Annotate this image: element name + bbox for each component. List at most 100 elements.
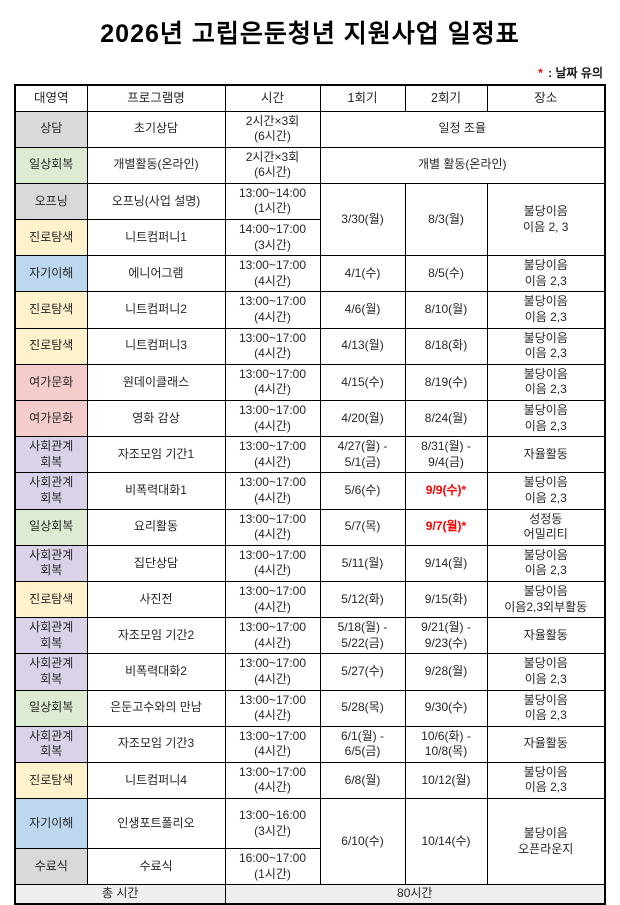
table-row: 진로탐색 니트컴퍼니4 13:00~17:00 (4시간) 6/8(월) 10/12(월)…	[14, 761, 606, 800]
time-cell: 13:00~17:00 (4시간)	[224, 255, 321, 293]
place-cell: 자율활동	[486, 725, 606, 763]
table-row: 진로탐색 니트컴퍼니1 14:00~17:00 (3시간)	[14, 219, 605, 257]
category-cell: 사회관계 회복	[14, 653, 88, 691]
session1-cell: 5/7(목)	[319, 508, 406, 546]
session2-cell: 10/6(화) -10/8(목)	[404, 725, 488, 763]
session1-cell: 4/6(월)	[319, 291, 406, 329]
category-cell: 수료식	[14, 848, 88, 886]
program-cell: 사진전	[86, 580, 226, 619]
session2-cell: 9/7(월)*	[404, 508, 488, 546]
session2-cell: 9/9(수)*	[404, 472, 488, 510]
time-cell: 13:00~17:00 (4시간)	[224, 617, 321, 655]
place-cell: 불당이음 이음2,3외부활동	[486, 580, 606, 619]
session1-cell: 4/15(수)	[319, 363, 406, 402]
time-cell: 13:00~17:00 (4시간)	[224, 653, 321, 691]
program-cell: 은둔고수와의 만남	[86, 689, 226, 727]
category-cell: 사회관계 회복	[14, 544, 88, 582]
program-cell: 비폭력대화2	[86, 653, 226, 691]
table-row: 진로탐색 니트컴퍼니3 13:00~17:00 (4시간) 4/13(월) 8/18(화)…	[14, 327, 606, 365]
time-cell: 13:00~17:00 (4시간)	[224, 689, 321, 727]
program-cell: 인생포트폴리오	[86, 798, 226, 850]
session1-cell: 5/12(화)	[319, 580, 406, 619]
program-cell: 수료식	[86, 848, 226, 886]
session1-cell: 4/1(수)	[319, 255, 406, 293]
program-cell: 에니어그램	[86, 255, 226, 293]
place-cell: 불당이음 이음 2,3	[486, 653, 606, 691]
time-cell: 13:00~14:00 (1시간)	[224, 182, 321, 221]
program-cell: 니트컴퍼니4	[86, 761, 226, 800]
session2-cell: 10/14(수)	[404, 798, 488, 886]
merged-session-cell: 일정 조율	[319, 110, 606, 148]
column-header: 2회기	[404, 84, 488, 112]
program-cell: 자조모임 기간3	[86, 725, 226, 763]
table-row: 여가문화 영화 감상 13:00~17:00 (4시간) 4/20(월) 8/24(월) 불…	[14, 399, 606, 438]
category-cell: 진로탐색	[14, 327, 88, 365]
session2-cell: 8/24(월)	[404, 399, 488, 438]
category-cell: 상담	[14, 110, 88, 148]
time-cell: 16:00~17:00 (1시간)	[224, 848, 321, 886]
category-cell: 일상회복	[14, 146, 88, 184]
category-cell: 진로탐색	[14, 761, 88, 800]
program-cell: 초기상담	[86, 110, 226, 148]
time-cell: 13:00~17:00 (4시간)	[224, 580, 321, 619]
table-row: 자기이해 에니어그램 13:00~17:00 (4시간) 4/1(수) 8/5(수) 불당이…	[14, 255, 606, 293]
session1-cell: 5/6(수)	[319, 472, 406, 510]
program-cell: 비폭력대화1	[86, 472, 226, 510]
session1-cell: 6/8(월)	[319, 761, 406, 800]
session2-cell: 10/12(월)	[404, 761, 488, 800]
place-cell: 불당이음 이음 2,3	[486, 544, 606, 582]
footer-value-cell: 80시간	[224, 884, 606, 905]
category-cell: 자기이해	[14, 798, 88, 850]
column-header: 1회기	[319, 84, 406, 112]
category-cell: 사회관계 회복	[14, 617, 88, 655]
merged-session-cell: 개별 활동(온라인)	[319, 146, 606, 184]
date-note: * : 날짜 유의	[0, 64, 603, 81]
place-cell: 불당이음 이음 2,3	[486, 472, 606, 510]
place-cell: 자율활동	[486, 617, 606, 655]
session2-cell: 8/3(월)	[404, 182, 488, 257]
session1-cell: 5/27(수)	[319, 653, 406, 691]
session2-cell: 8/31(월) -9/4(금)	[404, 436, 488, 474]
category-cell: 일상회복	[14, 689, 88, 727]
session1-cell: 4/27(월) -5/1(금)	[319, 436, 406, 474]
program-cell: 원데이클래스	[86, 363, 226, 402]
footer-row: 총 시간 80시간	[14, 884, 606, 905]
table-row: 일상회복 요리활동 13:00~17:00 (4시간) 5/7(목) 9/7(월)* 성정동…	[14, 508, 606, 546]
table-row: 사회관계 회복 비폭력대화1 13:00~17:00 (4시간) 5/6(수) 9/9(수)…	[14, 472, 606, 510]
session2-cell: 8/5(수)	[404, 255, 488, 293]
session2-cell: 8/10(월)	[404, 291, 488, 329]
place-cell: 불당이음 이음 2,3	[486, 689, 606, 727]
category-cell: 일상회복	[14, 508, 88, 546]
time-cell: 2시간×3회 (6시간)	[224, 110, 321, 148]
session1-cell: 4/20(월)	[319, 399, 406, 438]
table-row: 상담 초기상담 2시간×3회 (6시간) 일정 조율	[14, 110, 606, 148]
session2-cell: 9/28(월)	[404, 653, 488, 691]
time-cell: 13:00~17:00 (4시간)	[224, 508, 321, 546]
category-cell: 자기이해	[14, 255, 88, 293]
session2-cell: 8/19(수)	[404, 363, 488, 402]
header-row: 대영역 프로그램명 시간 1회기 2회기 장소	[14, 84, 606, 112]
page-title: 2026년 고립은둔청년 지원사업 일정표	[100, 20, 520, 48]
session2-cell: 9/30(수)	[404, 689, 488, 727]
category-cell: 여가문화	[14, 399, 88, 438]
session1-cell: 5/28(목)	[319, 689, 406, 727]
program-cell: 요리활동	[86, 508, 226, 546]
time-cell: 14:00~17:00 (3시간)	[224, 219, 321, 257]
schedule-table: 대영역 프로그램명 시간 1회기 2회기 장소 상담 초기상담 2시간×3회 (6시간) 일정 조…	[14, 84, 606, 905]
session2-cell: 8/18(화)	[404, 327, 488, 365]
category-cell: 여가문화	[14, 363, 88, 402]
column-header: 대영역	[14, 84, 88, 112]
table-row: 진로탐색 사진전 13:00~17:00 (4시간) 5/12(화) 9/15(화) 불당이…	[14, 580, 606, 619]
note-asterisk: *	[538, 66, 543, 80]
program-cell: 영화 감상	[86, 399, 226, 438]
time-cell: 13:00~17:00 (4시간)	[224, 363, 321, 402]
time-cell: 13:00~17:00 (4시간)	[224, 725, 321, 763]
footer-label-cell: 총 시간	[14, 884, 226, 905]
session1-cell: 6/1(월) -6/5(금)	[319, 725, 406, 763]
time-cell: 13:00~17:00 (4시간)	[224, 472, 321, 510]
program-cell: 오프닝(사업 설명)	[86, 182, 226, 221]
session1-cell: 5/18(월) -5/22(금)	[319, 617, 406, 655]
session1-cell: 6/10(수)	[319, 798, 406, 886]
program-cell: 개별활동(온라인)	[86, 146, 226, 184]
